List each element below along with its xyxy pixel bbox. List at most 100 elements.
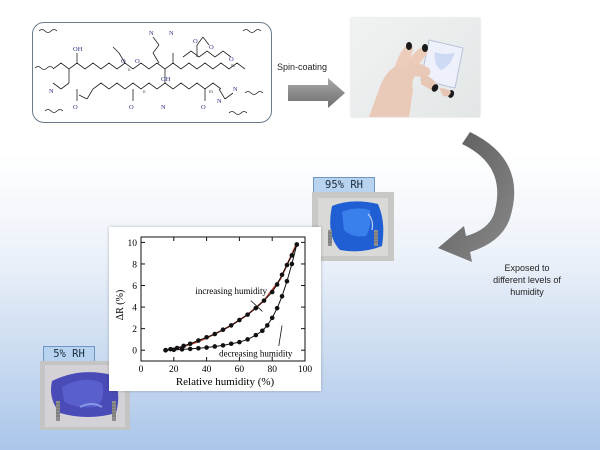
x-tick-label: 40 bbox=[202, 365, 212, 375]
data-point bbox=[181, 343, 186, 349]
caption-line-1: Exposed to bbox=[504, 263, 550, 273]
wavy-end-right bbox=[244, 91, 264, 95]
atom-label: N bbox=[169, 30, 174, 37]
data-point bbox=[220, 343, 226, 348]
caption-line-2: different levels of bbox=[493, 275, 561, 285]
atom-label: O bbox=[229, 56, 234, 63]
annotation-decreasing: decreasing humidity bbox=[219, 349, 293, 359]
x-tick-label: 0 bbox=[139, 365, 144, 375]
atom-label: N bbox=[217, 98, 222, 105]
series-line-1 bbox=[165, 244, 298, 351]
spring-clip-left bbox=[56, 401, 60, 421]
plot-frame bbox=[140, 236, 306, 362]
atom-label: O bbox=[121, 58, 126, 65]
annotation-arrow bbox=[250, 300, 263, 312]
curved-arrow-icon bbox=[438, 132, 515, 262]
chart-ylabel: ΔR (%) bbox=[115, 290, 126, 321]
hand bbox=[369, 60, 431, 117]
data-point bbox=[261, 298, 267, 303]
x-tick-label: 20 bbox=[169, 365, 179, 375]
spring-clip-left bbox=[328, 230, 332, 246]
chart-svg: ΔR (%) Relative humidity (%) 0 20 40 60 80 10… bbox=[115, 236, 313, 388]
spring-clip-right bbox=[374, 230, 378, 246]
y-tick-label: 8 bbox=[132, 260, 137, 270]
humidity-chart: ΔR (%) Relative humidity (%) 0 20 40 60 80 10… bbox=[109, 227, 321, 391]
y-tick-label: 4 bbox=[132, 304, 137, 314]
repeat-subscript: m bbox=[209, 90, 213, 95]
data-point bbox=[187, 341, 193, 347]
data-point bbox=[212, 331, 218, 337]
data-point bbox=[245, 337, 250, 342]
x-tick-label: 100 bbox=[298, 365, 313, 375]
atom-label: N bbox=[233, 86, 238, 93]
data-point bbox=[264, 323, 270, 328]
wavy-end-bottom-left bbox=[44, 109, 64, 113]
wavy-end-bottom-right bbox=[228, 111, 248, 115]
wavy-end-top-left bbox=[38, 29, 58, 33]
structure-panel: OH O O OH N N N N O O O O O O N N n m n … bbox=[32, 22, 272, 123]
atom-label: N bbox=[49, 88, 54, 95]
data-point bbox=[279, 294, 285, 299]
data-point bbox=[228, 323, 234, 328]
spin-coating-label: Spin-coating bbox=[277, 62, 328, 72]
data-point bbox=[294, 242, 300, 247]
high-rh-photo bbox=[312, 192, 394, 261]
y-tick-label: 0 bbox=[132, 347, 137, 357]
spring-clip-right bbox=[112, 401, 116, 421]
data-point bbox=[163, 347, 168, 353]
data-point bbox=[171, 347, 177, 353]
data-point bbox=[284, 262, 290, 268]
atom-label: O bbox=[193, 38, 198, 45]
data-point bbox=[212, 344, 218, 349]
x-tick-label: 80 bbox=[267, 365, 277, 375]
atom-label: OH bbox=[73, 46, 83, 53]
wavy-end-left bbox=[34, 66, 54, 70]
data-point bbox=[253, 332, 259, 338]
data-point bbox=[279, 272, 285, 278]
data-point bbox=[237, 339, 242, 345]
data-point bbox=[228, 341, 234, 347]
data-point bbox=[284, 278, 290, 284]
hand-photo bbox=[351, 18, 480, 117]
y-tick-label: 10 bbox=[128, 239, 138, 249]
data-point bbox=[269, 315, 275, 321]
data-point bbox=[253, 305, 259, 311]
x-tick-label: 60 bbox=[235, 365, 245, 375]
y-tick-label: 6 bbox=[132, 282, 137, 292]
atom-label: OH bbox=[161, 76, 171, 83]
data-point bbox=[237, 317, 242, 323]
polymer-structure: OH O O OH N N N N O O O O O O N N n m n … bbox=[34, 29, 264, 115]
right-arrow-icon bbox=[288, 78, 345, 108]
data-point bbox=[187, 346, 193, 352]
data-point bbox=[204, 334, 209, 340]
data-point bbox=[274, 305, 280, 311]
atom-label: N bbox=[149, 30, 154, 37]
data-point bbox=[289, 253, 295, 258]
data-point bbox=[220, 327, 226, 333]
repeat-subscript: m bbox=[231, 64, 235, 69]
caption-line-3: humidity bbox=[510, 287, 544, 297]
annotation-arrow bbox=[278, 325, 283, 346]
atom-label: O bbox=[135, 58, 140, 65]
atom-label: O bbox=[201, 104, 206, 111]
wavy-end-top-right bbox=[242, 29, 262, 33]
data-point bbox=[260, 328, 265, 334]
exposed-caption: Exposed to different levels of humidity bbox=[482, 262, 572, 298]
repeat-subscript: n bbox=[143, 90, 146, 95]
data-point bbox=[274, 282, 280, 287]
atom-label: N bbox=[161, 104, 166, 111]
y-tick-label: 2 bbox=[132, 325, 137, 335]
atom-label: O bbox=[129, 104, 134, 111]
atom-label: O bbox=[209, 44, 214, 51]
repeat-subscript: n bbox=[128, 68, 131, 73]
data-point bbox=[245, 312, 250, 317]
data-point bbox=[269, 289, 275, 295]
data-point bbox=[289, 261, 295, 267]
atom-label: O bbox=[73, 104, 78, 111]
data-point bbox=[179, 347, 185, 352]
chart-xlabel: Relative humidity (%) bbox=[176, 376, 275, 388]
fit-line bbox=[165, 243, 298, 352]
data-point bbox=[196, 345, 201, 351]
data-point bbox=[196, 338, 201, 343]
series-line-0 bbox=[165, 244, 298, 351]
